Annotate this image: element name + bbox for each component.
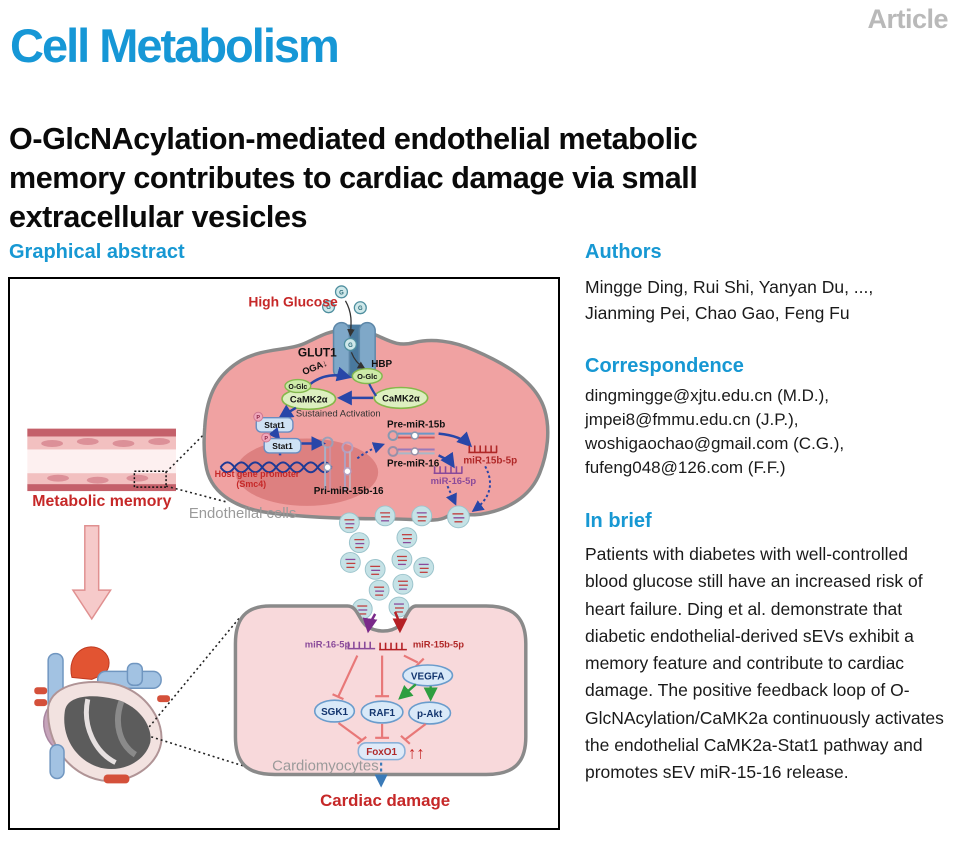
camk2a-right-label: CaMK2α [382,392,420,403]
endothelial-cells-label: Endothelial cells [189,506,296,522]
hbp-to-camk2a-line [368,383,378,397]
mir-16-5p-label-ec: miR-16-5p [431,475,477,486]
journal-logo: Cell Metabolism [10,19,340,72]
o-glc-hbp-label: O-Glc [357,372,377,381]
glucose-g-2: G [326,305,331,311]
vegfa-node [402,664,454,687]
high-glucose-label: High Glucose [248,294,338,310]
metabolic-memory-label: Metabolic memory [32,493,171,510]
cardiac-damage-label: Cardiac damage [320,791,450,810]
email-link-jp[interactable]: jmpei8@fmmu.edu.cn (J.P.), [585,409,799,429]
vegfa-label: VEGFA [411,671,445,682]
mir-15b-5p-comb-cm [379,642,407,651]
pre15b-to-mir-arrow [438,431,473,448]
pre-mir-15b-label: Pre-miR-15b [387,420,445,431]
pre-mir-16-hairpin [387,445,435,457]
mir-15b-5p-label-ec: miR-15b-5p [463,455,517,466]
pre16-to-mir-arrow [438,451,455,469]
foxo1-label: FoxO1 [366,747,397,758]
page-title: O-GlcNAcylation-mediated endothelial met… [9,120,939,236]
blood-vessel-illustration [27,428,176,492]
email-link-ff[interactable]: fufeng048@126.com (F.F.) [585,457,786,477]
graphical-abstract-svg: Metabolic memory GLUT1 G [27,285,550,810]
camk2a-right-node [373,386,429,410]
glucose-g-4: G [348,343,353,349]
down-arrow [71,525,112,621]
smc4-label: (Smc4) [236,479,266,489]
foxo1-node [357,741,406,761]
correspondence-heading: Correspondence [585,354,744,377]
nucleus [235,438,379,506]
hbp-label: HBP [371,359,392,370]
glucose-g-1: G [339,290,344,296]
sgk1-node [313,699,356,723]
export-arrow [356,442,385,460]
o-glc-camk2a-label: O-Glc [288,384,307,391]
graphical-abstract-figure: Metabolic memory GLUT1 G [8,277,560,830]
phospho-upper-label: P [256,415,260,421]
correspondence-emails: dingmingge@xjtu.edu.cn (M.D.), jmpei8@fm… [585,384,947,481]
raf1-node [360,700,404,724]
glucose-g-3: G [358,306,363,312]
mir-15b-5p-label-cm: miR-15b-5p [413,639,464,650]
inhibition-lines-top [332,654,425,701]
in-brief-heading: In brief [585,510,652,532]
raf1-label: RAF1 [369,708,395,719]
sev-vesicles [338,505,470,620]
zoom-line-vessel-bottom [165,485,227,503]
mir15b-loading-arrow [471,465,491,513]
glucose-to-hbp-arrow [350,352,366,369]
mir-16-5p-comb [433,466,463,475]
glucose-molecules: G G G G [322,285,367,351]
glucose-entry-arrow [344,300,355,337]
graphical-abstract-heading: Graphical abstract [9,241,185,263]
phospho-lower-label: P [264,436,268,442]
email-link-md[interactable]: dingmingge@xjtu.edu.cn (M.D.), [585,385,830,405]
article-type-label: Article [867,4,948,34]
cardiomyocytes-label: Cardiomyocytes [272,759,379,775]
authors-heading: Authors [585,241,662,263]
mir16-entry-arrow [362,613,378,634]
camk2a-left-label: CaMK2α [290,393,328,404]
pri-mir-hairpins [321,436,354,491]
sustained-activation-label: Sustained Activation [296,408,381,419]
title-line-1: O-GlcNAcylation-mediated endothelial met… [9,122,698,157]
pre-mir-16-label: Pre-miR-16 [387,458,440,469]
authors-line-1: Mingge Ding, Rui Shi, Yanyan Du, ..., [585,277,874,297]
mir-16-5p-label-cm: miR-16-5p [305,639,351,650]
glut1-label: GLUT1 [298,345,337,359]
authors-line-2: Jianming Pei, Chao Gao, Feng Fu [585,303,850,324]
stat1-lower-label: Stat1 [272,441,293,451]
host-gene-promoter-label: Host gene promoter [215,469,300,479]
title-line-2: memory contributes to cardiac damage via… [9,161,698,196]
pre-mir-15b-hairpin [387,430,435,442]
sgk1-label: SGK1 [321,707,348,718]
zoom-line-heart-top [148,617,241,728]
email-link-cg[interactable]: woshigaochao@gmail.com (C.G.), [585,433,845,453]
dna-helix [219,461,333,474]
zoom-line-heart-bottom [150,736,246,768]
stat1-lower: Stat1 P [261,432,302,454]
pri-mir-label: Pri-miR-15b-16 [314,486,384,497]
stat1-upper-label: Stat1 [264,420,285,430]
p-akt-node [408,701,452,725]
in-brief-text: Patients with diabetes with well-control… [585,544,944,783]
vegfa-to-raf1-arrow [398,683,417,700]
o-glc-hbp-node [351,367,383,385]
mir-16-5p-comb-cm [347,641,376,650]
o-glc-camk2a-node [284,378,312,394]
stat1-translocation-arrow [268,427,281,441]
mir15b-entry-arrow [392,611,408,634]
inhibition-lines-bottom [337,722,427,745]
heart-illustration [34,646,171,784]
p-akt-label: p-Akt [417,709,443,720]
mir16-loading-arrow [445,485,457,506]
authors-names: Mingge Ding, Rui Shi, Yanyan Du, ..., Ji… [585,274,947,327]
foxo1-up-arrows: ↑↑ [408,744,425,763]
mir-15b-5p-comb [468,445,498,454]
title-line-3: extracellular vesicles [9,199,308,234]
